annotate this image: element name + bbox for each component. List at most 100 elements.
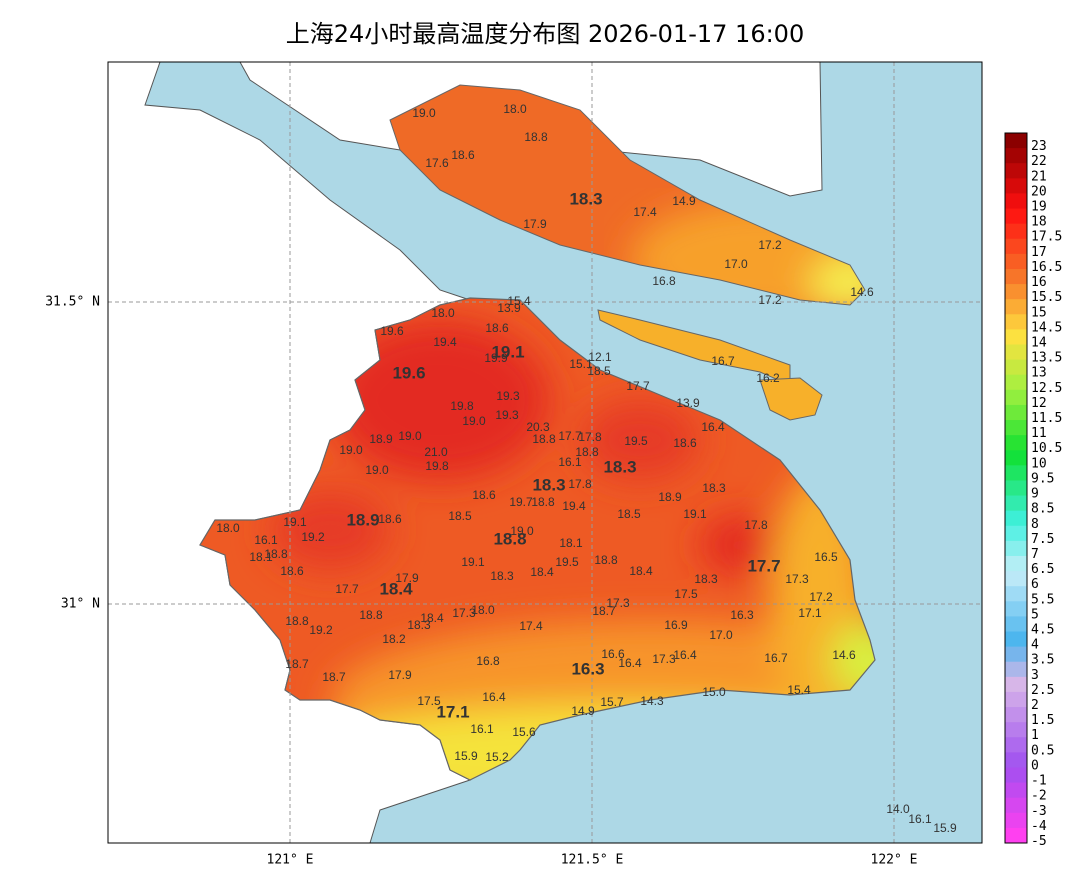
colorbar-cell — [1005, 314, 1027, 330]
station-value: 16.7 — [711, 354, 735, 368]
colorbar-label: 11 — [1031, 426, 1047, 441]
colorbar-cell — [1005, 812, 1027, 829]
colorbar-label: 9 — [1031, 487, 1039, 502]
hengsha — [759, 377, 823, 421]
station-value: 18.6 — [280, 564, 304, 578]
station-value: 19.1 — [283, 515, 307, 529]
colorbar-cell — [1005, 284, 1027, 300]
colorbar-label: -5 — [1031, 834, 1047, 849]
changxing — [597, 309, 791, 386]
station-value: 18.0 — [216, 521, 240, 535]
station-value: 14.6 — [832, 648, 856, 662]
station-value: 16.1 — [558, 455, 582, 469]
colorbar-label: 9.5 — [1031, 471, 1054, 486]
station-value: 17.9 — [388, 668, 412, 682]
station-value: 17.3 — [606, 596, 630, 610]
colorbar-cell — [1005, 465, 1027, 481]
colorbar-cell — [1005, 601, 1027, 617]
colorbar-label: 5 — [1031, 607, 1039, 622]
colorbar-cell — [1005, 797, 1027, 814]
x-axis-label: 121.5° E — [561, 853, 624, 868]
station-value: 18.7 — [592, 604, 616, 618]
station-value: 18.7 — [322, 670, 346, 684]
colorbar-label: -2 — [1031, 789, 1047, 804]
station-value: 19.8 — [450, 399, 474, 413]
frame — [107, 61, 983, 844]
station-value: 17.7 — [626, 379, 650, 393]
station-value: 17.2 — [758, 293, 782, 307]
station-value: 18.3 — [694, 572, 718, 586]
colorbar-cell — [1005, 268, 1027, 285]
colorbar-label: 22 — [1031, 154, 1047, 169]
colorbar-label: 6 — [1031, 577, 1039, 592]
colorbar-cell — [1005, 178, 1027, 194]
station-value: 16.4 — [482, 690, 506, 704]
colorbar-cell — [1005, 193, 1027, 210]
station-value: 15.7 — [600, 695, 624, 709]
colorbar-label: 7 — [1031, 547, 1039, 562]
station-value: 14.6 — [850, 285, 874, 299]
station-value: 17.5 — [417, 694, 441, 708]
station-value: 18.5 — [448, 509, 472, 523]
station-value: 18.8 — [575, 445, 599, 459]
colorbar-cell — [1005, 540, 1027, 557]
station-value: 15.9 — [454, 749, 478, 763]
station-value: 19.6 — [380, 324, 404, 338]
colorbar-cell — [1005, 374, 1027, 391]
station-value: 17.5 — [674, 587, 698, 601]
colorbar-cell — [1005, 253, 1027, 270]
station-value: 18.5 — [587, 364, 611, 378]
colorbar-cell — [1005, 782, 1027, 799]
major-station-value: 18.3 — [532, 475, 565, 494]
station-value: 18.8 — [264, 547, 288, 561]
station-value: 19.5 — [555, 555, 579, 569]
station-value: 19.8 — [425, 459, 449, 473]
station-value: 15.4 — [507, 294, 531, 308]
station-value: 18.8 — [359, 608, 383, 622]
station-value: 15.2 — [485, 750, 509, 764]
major-station-value: 17.1 — [436, 702, 469, 721]
colorbar-cell — [1005, 238, 1027, 255]
colorbar-label: 4 — [1031, 638, 1039, 653]
colorbar-frame — [1004, 132, 1028, 844]
station-value: 17.9 — [395, 571, 419, 585]
station-value: 18.1 — [249, 550, 273, 564]
station-value: 19.0 — [462, 414, 486, 428]
colorbar-label: -4 — [1031, 819, 1047, 834]
colorbar-label: 8.5 — [1031, 502, 1054, 517]
station-value: 18.8 — [531, 495, 555, 509]
station-value: 18.4 — [629, 564, 653, 578]
major-station-value: 19.6 — [392, 363, 425, 382]
station-value: 18.6 — [472, 488, 496, 502]
station-value: 18.5 — [617, 507, 641, 521]
station-value: 18.8 — [524, 130, 548, 144]
colorbar-cell — [1005, 631, 1027, 648]
station-value: 18.3 — [490, 569, 514, 583]
colorbar-label: 17 — [1031, 245, 1047, 260]
colorbar-cell — [1005, 450, 1027, 466]
title: 上海24小时最高温度分布图 2026-01-17 16:00 — [286, 20, 804, 48]
colorbar-label: 6.5 — [1031, 562, 1054, 577]
y-axis-label: 31.5° N — [45, 295, 100, 310]
station-value: 19.1 — [683, 507, 707, 521]
station-value: 19.4 — [433, 335, 457, 349]
station-value: 14.0 — [886, 802, 910, 816]
station-value: 17.0 — [709, 628, 733, 642]
station-value: 19.0 — [398, 429, 422, 443]
colorbar-label: 18 — [1031, 215, 1047, 230]
station-value: 14.3 — [640, 694, 664, 708]
station-value: 18.4 — [530, 565, 554, 579]
colorbar-label: 13.5 — [1031, 351, 1062, 366]
station-value: 19.0 — [510, 524, 534, 538]
station-value: 18.6 — [378, 512, 402, 526]
station-value: 21.0 — [424, 445, 448, 459]
station-value: 17.6 — [425, 156, 449, 170]
station-value: 17.3 — [785, 572, 809, 586]
station-value: 17.9 — [523, 217, 547, 231]
major-station-value: 18.8 — [493, 529, 526, 548]
colorbar-label: 15 — [1031, 305, 1047, 320]
station-value: 18.7 — [285, 657, 309, 671]
colorbar-cell — [1005, 435, 1027, 451]
station-value: 19.0 — [339, 443, 363, 457]
station-value: 19.5 — [624, 434, 648, 448]
